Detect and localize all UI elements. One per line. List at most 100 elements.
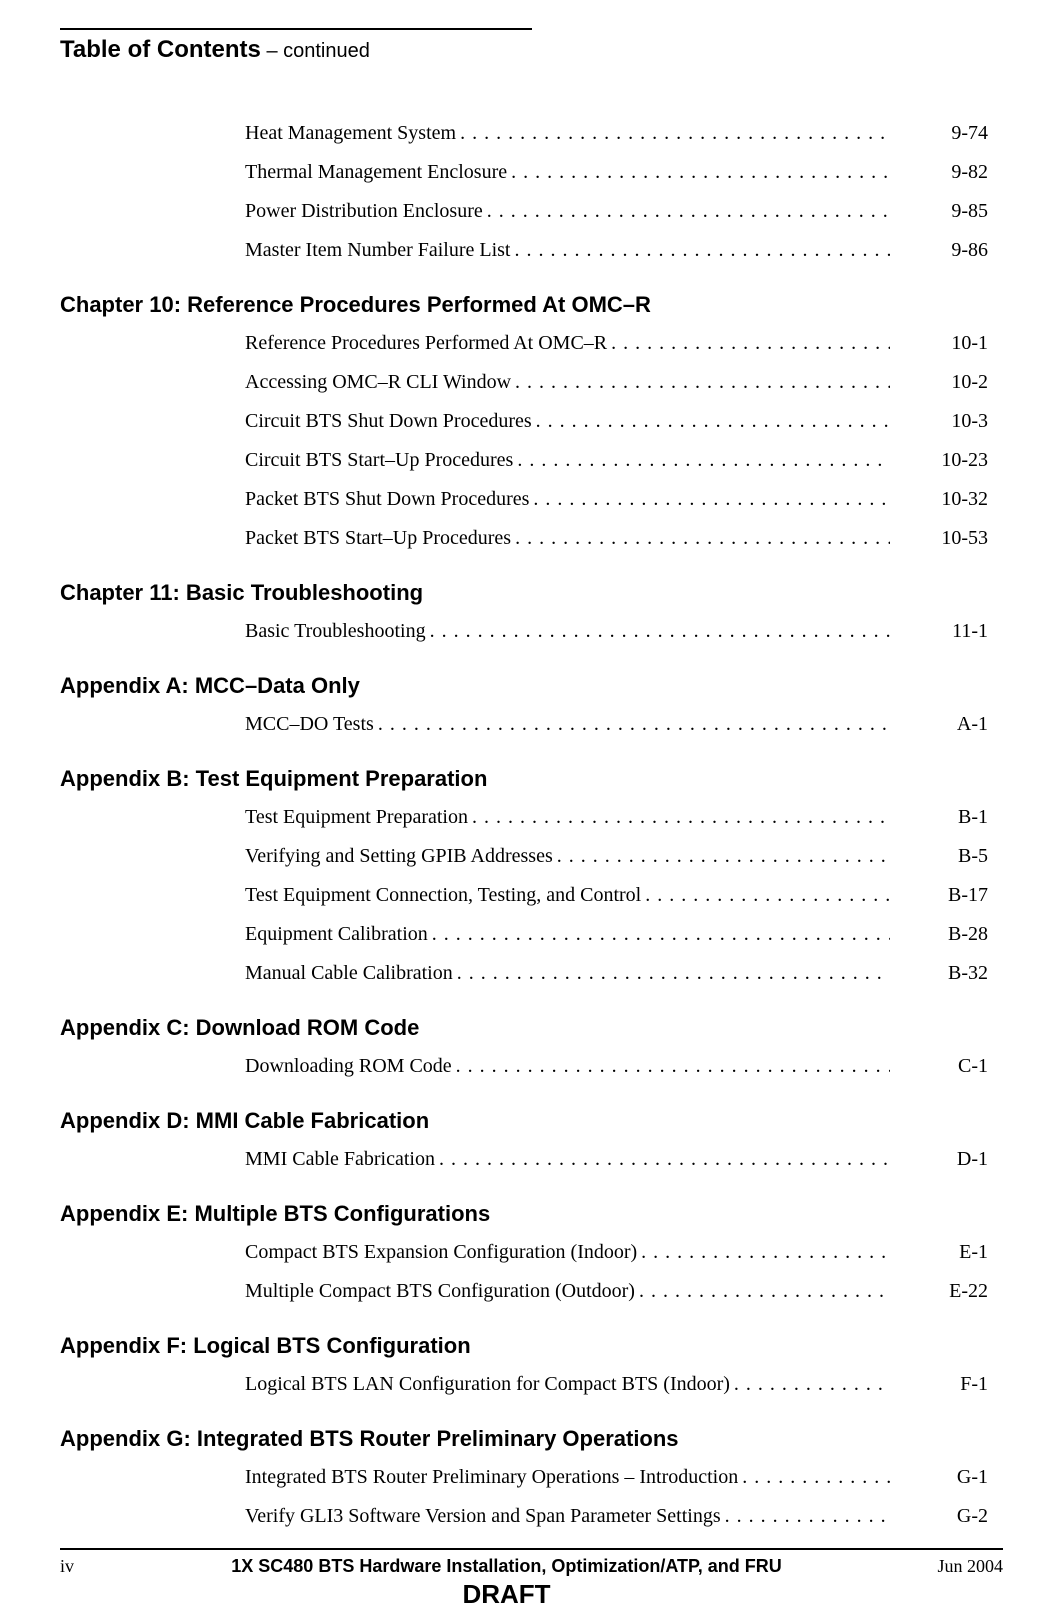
toc-entry-label: Compact BTS Expansion Configuration (Ind… bbox=[245, 1239, 637, 1266]
toc-entry-label: Circuit BTS Start–Up Procedures bbox=[245, 447, 513, 474]
section-heading: Appendix C: Download ROM Code bbox=[60, 1015, 1003, 1041]
footer-page-number: iv bbox=[60, 1556, 170, 1577]
toc-leaders: . . . . . . . . . . . . . . . . . . . . … bbox=[641, 1239, 890, 1266]
footer-title: 1X SC480 BTS Hardware Installation, Opti… bbox=[170, 1556, 843, 1577]
toc-entry-page: 11-1 bbox=[894, 618, 988, 645]
toc-entry: Logical BTS LAN Configuration for Compac… bbox=[245, 1365, 988, 1404]
toc-entry: Verify GLI3 Software Version and Span Pa… bbox=[245, 1497, 988, 1536]
toc-entries: MCC–DO Tests . . . . . . . . . . . . . .… bbox=[245, 705, 988, 744]
toc-entry: Basic Troubleshooting . . . . . . . . . … bbox=[245, 612, 988, 651]
toc-entry-page: E-22 bbox=[894, 1278, 988, 1305]
section-heading: Appendix A: MCC–Data Only bbox=[60, 673, 1003, 699]
toc-entry-page: 10-32 bbox=[894, 486, 988, 513]
toc-entry-label: Test Equipment Connection, Testing, and … bbox=[245, 882, 641, 909]
toc-entry-page: F-1 bbox=[894, 1371, 988, 1398]
toc-entry-page: 9-85 bbox=[894, 198, 988, 225]
toc-body: Heat Management System . . . . . . . . .… bbox=[60, 114, 1003, 1536]
toc-entries: Heat Management System . . . . . . . . .… bbox=[245, 114, 988, 270]
toc-entry-label: Thermal Management Enclosure bbox=[245, 159, 507, 186]
footer-center: 1X SC480 BTS Hardware Installation, Opti… bbox=[170, 1556, 843, 1610]
toc-entry-page: E-1 bbox=[894, 1239, 988, 1266]
header-continued: – continued bbox=[261, 40, 370, 62]
toc-entry-label: Packet BTS Shut Down Procedures bbox=[245, 486, 529, 513]
toc-entries: Integrated BTS Router Preliminary Operat… bbox=[245, 1458, 988, 1536]
toc-entry-label: Integrated BTS Router Preliminary Operat… bbox=[245, 1464, 738, 1491]
toc-leaders: . . . . . . . . . . . . . . . . . . . . … bbox=[639, 1278, 890, 1305]
toc-leaders: . . . . . . . . . . . . . . . . . . . . … bbox=[487, 198, 890, 225]
toc-entry-page: B-32 bbox=[894, 960, 988, 987]
toc-entry: Circuit BTS Start–Up Procedures . . . . … bbox=[245, 441, 988, 480]
toc-leaders: . . . . . . . . . . . . . . . . . . . . … bbox=[517, 447, 890, 474]
toc-entry-page: G-1 bbox=[894, 1464, 988, 1491]
toc-entry-label: Downloading ROM Code bbox=[245, 1053, 452, 1080]
toc-entry-page: A-1 bbox=[894, 711, 988, 738]
toc-entry: Power Distribution Enclosure . . . . . .… bbox=[245, 192, 988, 231]
toc-entry: Downloading ROM Code . . . . . . . . . .… bbox=[245, 1047, 988, 1086]
section-heading: Chapter 10: Reference Procedures Perform… bbox=[60, 292, 1003, 318]
toc-entry-label: Accessing OMC–R CLI Window bbox=[245, 369, 511, 396]
toc-leaders: . . . . . . . . . . . . . . . . . . . . … bbox=[645, 882, 890, 909]
toc-entry: Reference Procedures Performed At OMC–R … bbox=[245, 324, 988, 363]
toc-leaders: . . . . . . . . . . . . . . . . . . . . … bbox=[439, 1146, 890, 1173]
toc-entry-label: Test Equipment Preparation bbox=[245, 804, 468, 831]
toc-entry-label: Equipment Calibration bbox=[245, 921, 428, 948]
toc-entries: Compact BTS Expansion Configuration (Ind… bbox=[245, 1233, 988, 1311]
toc-entry: Compact BTS Expansion Configuration (Ind… bbox=[245, 1233, 988, 1272]
toc-entry: Verifying and Setting GPIB Addresses . .… bbox=[245, 837, 988, 876]
toc-entry-page: C-1 bbox=[894, 1053, 988, 1080]
toc-entry: MMI Cable Fabrication . . . . . . . . . … bbox=[245, 1140, 988, 1179]
page-footer: iv 1X SC480 BTS Hardware Installation, O… bbox=[60, 1556, 1003, 1610]
toc-leaders: . . . . . . . . . . . . . . . . . . . . … bbox=[734, 1371, 890, 1398]
toc-leaders: . . . . . . . . . . . . . . . . . . . . … bbox=[432, 921, 890, 948]
toc-entry-page: 9-86 bbox=[894, 237, 988, 264]
toc-entry-page: B-17 bbox=[894, 882, 988, 909]
toc-entry: MCC–DO Tests . . . . . . . . . . . . . .… bbox=[245, 705, 988, 744]
toc-entry: Circuit BTS Shut Down Procedures . . . .… bbox=[245, 402, 988, 441]
toc-leaders: . . . . . . . . . . . . . . . . . . . . … bbox=[460, 120, 890, 147]
section-heading: Appendix B: Test Equipment Preparation bbox=[60, 766, 1003, 792]
toc-entry: Test Equipment Preparation . . . . . . .… bbox=[245, 798, 988, 837]
toc-entry-label: Manual Cable Calibration bbox=[245, 960, 453, 987]
toc-entry: Packet BTS Start–Up Procedures . . . . .… bbox=[245, 519, 988, 558]
toc-entries: MMI Cable Fabrication . . . . . . . . . … bbox=[245, 1140, 988, 1179]
toc-leaders: . . . . . . . . . . . . . . . . . . . . … bbox=[430, 618, 890, 645]
toc-entry-page: G-2 bbox=[894, 1503, 988, 1530]
toc-entry-label: Master Item Number Failure List bbox=[245, 237, 511, 264]
footer-date: Jun 2004 bbox=[843, 1556, 1003, 1577]
toc-leaders: . . . . . . . . . . . . . . . . . . . . … bbox=[457, 960, 890, 987]
toc-entry: Master Item Number Failure List . . . . … bbox=[245, 231, 988, 270]
header-title: Table of Contents bbox=[60, 36, 261, 63]
section-heading: Appendix E: Multiple BTS Configurations bbox=[60, 1201, 1003, 1227]
toc-leaders: . . . . . . . . . . . . . . . . . . . . … bbox=[533, 486, 890, 513]
toc-entry-label: Heat Management System bbox=[245, 120, 456, 147]
toc-entries: Logical BTS LAN Configuration for Compac… bbox=[245, 1365, 988, 1404]
toc-entry: Equipment Calibration . . . . . . . . . … bbox=[245, 915, 988, 954]
toc-entry: Accessing OMC–R CLI Window . . . . . . .… bbox=[245, 363, 988, 402]
section-heading: Appendix D: MMI Cable Fabrication bbox=[60, 1108, 1003, 1134]
toc-entry-page: B-1 bbox=[894, 804, 988, 831]
toc-entry-page: 10-53 bbox=[894, 525, 988, 552]
toc-leaders: . . . . . . . . . . . . . . . . . . . . … bbox=[378, 711, 890, 738]
footer-rule bbox=[60, 1548, 1003, 1550]
toc-entry: Test Equipment Connection, Testing, and … bbox=[245, 876, 988, 915]
toc-entry-label: Verifying and Setting GPIB Addresses bbox=[245, 843, 553, 870]
toc-entry-label: Logical BTS LAN Configuration for Compac… bbox=[245, 1371, 730, 1398]
toc-entry-page: 9-82 bbox=[894, 159, 988, 186]
toc-entry-page: D-1 bbox=[894, 1146, 988, 1173]
toc-entry-label: MMI Cable Fabrication bbox=[245, 1146, 435, 1173]
toc-leaders: . . . . . . . . . . . . . . . . . . . . … bbox=[515, 369, 890, 396]
toc-leaders: . . . . . . . . . . . . . . . . . . . . … bbox=[536, 408, 890, 435]
toc-entry-label: Multiple Compact BTS Configuration (Outd… bbox=[245, 1278, 635, 1305]
toc-entry-label: MCC–DO Tests bbox=[245, 711, 374, 738]
toc-leaders: . . . . . . . . . . . . . . . . . . . . … bbox=[725, 1503, 890, 1530]
toc-entries: Reference Procedures Performed At OMC–R … bbox=[245, 324, 988, 558]
toc-entry-label: Power Distribution Enclosure bbox=[245, 198, 483, 225]
toc-entry: Heat Management System . . . . . . . . .… bbox=[245, 114, 988, 153]
toc-entry-label: Verify GLI3 Software Version and Span Pa… bbox=[245, 1503, 721, 1530]
document-page: Table of Contents – continued Heat Manag… bbox=[0, 0, 1063, 1610]
toc-entries: Basic Troubleshooting . . . . . . . . . … bbox=[245, 612, 988, 651]
toc-entry-page: 10-23 bbox=[894, 447, 988, 474]
toc-entry-label: Packet BTS Start–Up Procedures bbox=[245, 525, 511, 552]
section-heading: Appendix G: Integrated BTS Router Prelim… bbox=[60, 1426, 1003, 1452]
toc-entries: Downloading ROM Code . . . . . . . . . .… bbox=[245, 1047, 988, 1086]
